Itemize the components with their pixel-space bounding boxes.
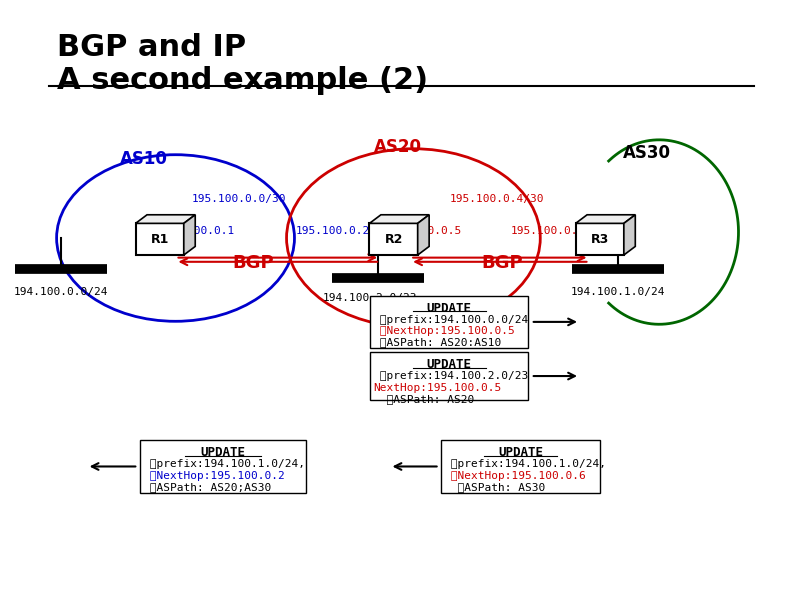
Text: R3: R3 [591, 233, 609, 246]
Text: BGP and IP
A second example (2): BGP and IP A second example (2) [56, 33, 428, 95]
Polygon shape [369, 215, 429, 223]
Text: 195.100.0.0/30: 195.100.0.0/30 [191, 195, 286, 204]
FancyBboxPatch shape [370, 352, 528, 400]
Polygon shape [576, 215, 635, 223]
Text: AS10: AS10 [120, 149, 168, 168]
Text: UPDATE: UPDATE [426, 302, 472, 315]
FancyBboxPatch shape [370, 296, 528, 348]
Text: R2: R2 [384, 233, 403, 246]
Text: ˂ASPath: AS20: ˂ASPath: AS20 [373, 394, 474, 404]
Text: ˂NextHop:195.100.0.5: ˂NextHop:195.100.0.5 [373, 326, 515, 336]
Polygon shape [624, 215, 635, 255]
Text: 194.100.2.0/23: 194.100.2.0/23 [322, 293, 417, 303]
Text: ˂ASPath: AS30: ˂ASPath: AS30 [445, 482, 545, 492]
Text: NextHop:195.100.0.5: NextHop:195.100.0.5 [373, 383, 501, 393]
Text: 195.100.0.6: 195.100.0.6 [511, 226, 585, 236]
Text: ˂ASPath: AS20;AS30: ˂ASPath: AS20;AS30 [143, 482, 272, 492]
Text: UPDATE: UPDATE [201, 446, 245, 459]
Polygon shape [418, 215, 429, 255]
FancyBboxPatch shape [140, 440, 306, 493]
Text: ˂prefix:194.100.0.0/24: ˂prefix:194.100.0.0/24 [373, 315, 528, 325]
Text: ˂NextHop:195.100.0.2: ˂NextHop:195.100.0.2 [143, 471, 285, 481]
Text: ˂NextHop:195.100.0.6: ˂NextHop:195.100.0.6 [445, 471, 586, 481]
Text: AS20: AS20 [373, 137, 422, 156]
FancyBboxPatch shape [441, 440, 599, 493]
Text: BGP: BGP [481, 253, 523, 272]
Text: UPDATE: UPDATE [498, 446, 543, 459]
Text: R1: R1 [151, 233, 169, 246]
FancyBboxPatch shape [576, 223, 624, 255]
Text: 194.100.0.0/24: 194.100.0.0/24 [13, 287, 108, 297]
Text: AS30: AS30 [623, 143, 671, 162]
Text: BGP: BGP [233, 253, 274, 272]
Text: 195.100.0.5: 195.100.0.5 [388, 226, 462, 236]
Text: ˂prefix:194.100.2.0/23: ˂prefix:194.100.2.0/23 [373, 371, 528, 381]
Polygon shape [136, 215, 195, 223]
Polygon shape [183, 215, 195, 255]
Text: ˂prefix:194.100.1.0/24,: ˂prefix:194.100.1.0/24, [143, 459, 305, 469]
Text: ˂ASPath: AS20:AS10: ˂ASPath: AS20:AS10 [373, 337, 501, 347]
Text: 194.100.1.0/24: 194.100.1.0/24 [571, 287, 665, 297]
FancyBboxPatch shape [369, 223, 418, 255]
Text: ˂prefix:194.100.1.0/24,: ˂prefix:194.100.1.0/24, [445, 459, 607, 469]
Text: 195.100.0.1: 195.100.0.1 [160, 226, 235, 236]
Text: 195.100.0.2: 195.100.0.2 [295, 226, 370, 236]
FancyBboxPatch shape [136, 223, 183, 255]
Text: 195.100.0.4/30: 195.100.0.4/30 [449, 195, 544, 204]
Text: UPDATE: UPDATE [426, 358, 472, 371]
